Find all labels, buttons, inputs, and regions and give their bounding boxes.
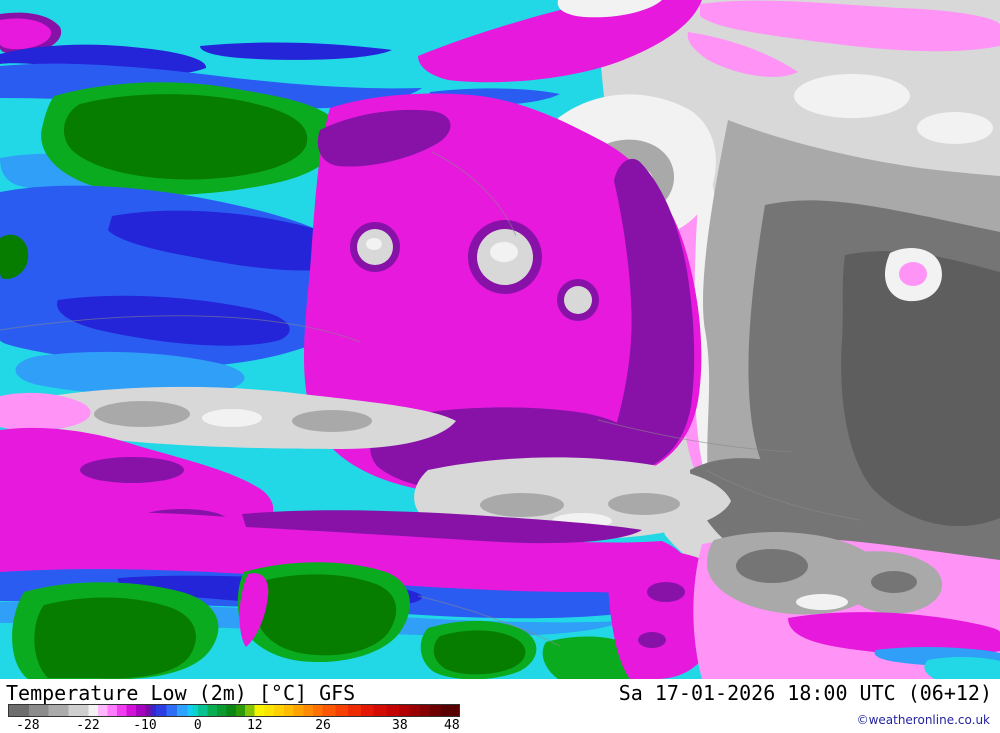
region-magenta-south-center [607,550,723,679]
region-southeast [693,532,1000,679]
map-title: Temperature Low (2m) [°C] GFS [6,681,356,705]
footer-bar: Temperature Low (2m) [°C] GFS Sa 17-01-2… [0,679,1000,733]
legend-tick-label: 38 [392,718,408,733]
temperature-map [0,0,1000,679]
legend-tick-label: 12 [246,718,263,733]
map-borders [0,151,861,647]
legend-tick-label: 0 [193,718,202,733]
legend-tick-label: -28 [16,718,40,733]
legend-tick-label: 48 [444,718,460,733]
map-area [0,0,1000,679]
legend-tick-label: 26 [315,718,331,733]
copyright-link[interactable]: ©weatheronline.co.uk [856,713,990,727]
legend-tick-label: -22 [76,718,100,733]
region-pale-band-west [37,386,457,449]
region-green-north [41,82,342,196]
legend-ticks: -28 -22 -10 0 12 26 38 48 [8,717,460,733]
map-datetime: Sa 17-01-2026 18:00 UTC (06+12) [618,681,992,705]
region-green-south [12,562,645,679]
region-top-center-magenta [418,0,702,83]
legend: -28 -22 -10 0 12 26 38 48 [8,704,460,733]
legend-tick-label: -10 [133,718,157,733]
legend-colorbar [8,704,460,717]
